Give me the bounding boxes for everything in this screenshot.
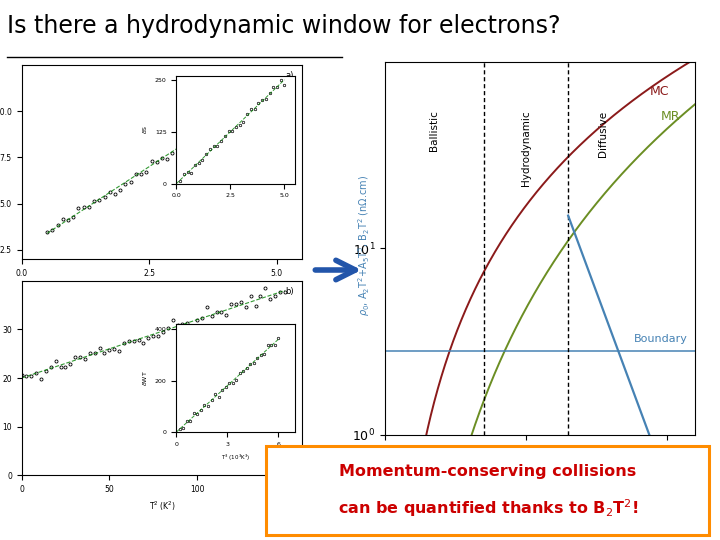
Text: $\rho_0$, A$_2$T$^2$+A$_5$T$^5$, B$_2$T$^2$ (n$\Omega$.cm): $\rho_0$, A$_2$T$^2$+A$_5$T$^5$, B$_2$T$… <box>356 175 372 316</box>
Text: b): b) <box>285 287 294 295</box>
Text: MR: MR <box>661 111 680 124</box>
X-axis label: T (K): T (K) <box>524 463 556 476</box>
Text: Hydrodynamic: Hydrodynamic <box>521 111 531 186</box>
Text: can be quantified thanks to B$_2$T$^2$!: can be quantified thanks to B$_2$T$^2$! <box>338 498 638 519</box>
X-axis label: T$^2$ (K$^2$): T$^2$ (K$^2$) <box>148 500 176 513</box>
Text: a): a) <box>286 71 294 79</box>
Text: Ballistic: Ballistic <box>429 111 439 151</box>
Text: MC: MC <box>650 85 670 98</box>
Text: Momentum-conserving collisions: Momentum-conserving collisions <box>339 464 636 479</box>
X-axis label: T$^3$ (10$^3$K$^3$): T$^3$ (10$^3$K$^3$) <box>221 453 251 463</box>
Text: Is there a hydrodynamic window for electrons?: Is there a hydrodynamic window for elect… <box>7 14 561 37</box>
Y-axis label: $\delta$S: $\delta$S <box>141 125 149 134</box>
Text: Diffusive: Diffusive <box>598 111 608 157</box>
Text: Boundary: Boundary <box>634 334 688 343</box>
X-axis label: T$^5$ (10$^5$K$^{-5}$): T$^5$ (10$^5$K$^{-5}$) <box>140 284 184 297</box>
Y-axis label: $\delta$WT: $\delta$WT <box>141 370 149 386</box>
